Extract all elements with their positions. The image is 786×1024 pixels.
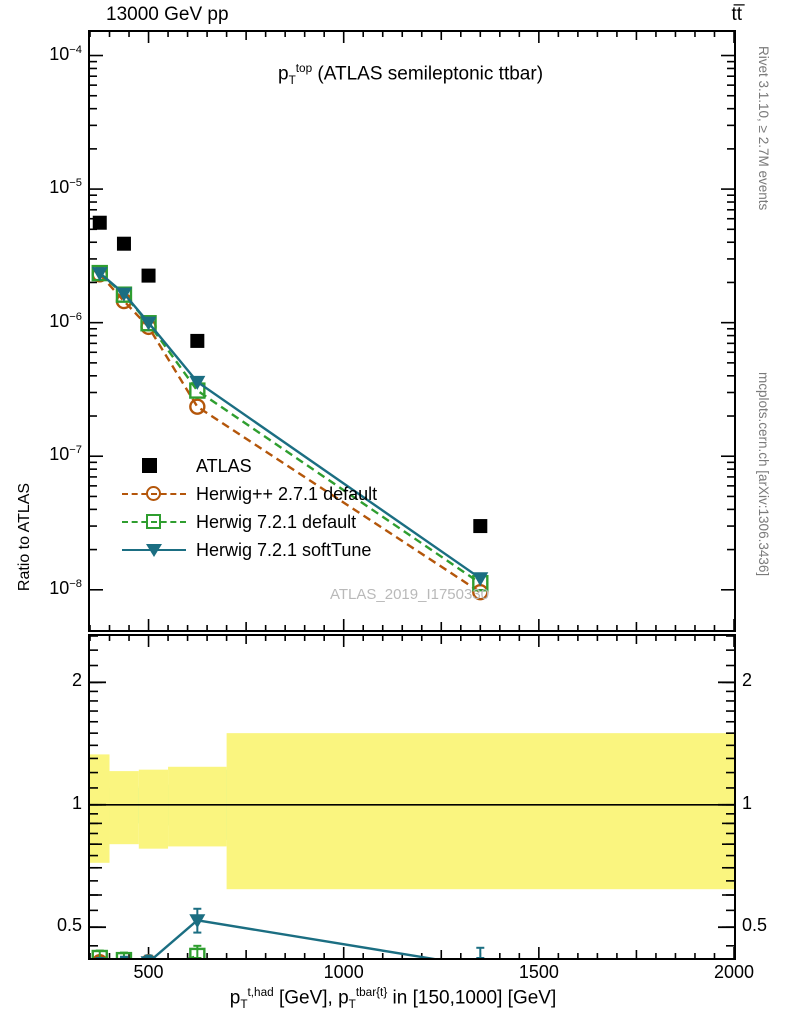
x-tick-label: 2000 xyxy=(713,962,755,982)
y-tick-label-main: 10−5 xyxy=(49,177,82,198)
y-axis-title-ratio: Ratio to ATLAS xyxy=(16,482,33,592)
legend-key xyxy=(122,508,186,536)
uncertainty-band-outer xyxy=(138,769,169,849)
marker-triangle-down xyxy=(472,572,489,587)
marker-triangle-down xyxy=(91,267,108,282)
beam-energy-label: 13000 GeV pp xyxy=(106,4,229,25)
marker-triangle-down xyxy=(115,287,132,302)
legend-marker-square xyxy=(142,458,157,473)
x-tick-label: 1000 xyxy=(323,962,364,982)
y-tick-label-main: 10−4 xyxy=(49,43,82,64)
legend-label: Herwig++ 2.7.1 default xyxy=(196,483,378,504)
legend-key xyxy=(122,452,186,480)
uncertainty-band-outer xyxy=(168,766,227,847)
uncertainty-band-outer xyxy=(90,754,110,863)
marker-atlas xyxy=(92,215,107,230)
y-tick-label-ratio-right: 0.5 xyxy=(742,915,768,936)
plot-title: pTtop (ATLAS semileptonic ttbar) xyxy=(278,62,544,88)
marker-triangle-down xyxy=(140,316,157,331)
uncertainty-band-outer xyxy=(109,771,139,845)
legend-label: Herwig 7.2.1 softTune xyxy=(196,539,372,560)
legend-label: ATLAS xyxy=(196,455,252,476)
legend-label: Herwig 7.2.1 default xyxy=(196,511,357,532)
marker-atlas xyxy=(190,333,205,348)
ratio-marker-open-square xyxy=(115,951,133,958)
ratio-marker-triangle xyxy=(140,956,157,958)
y-tick-label-ratio: 0.5 xyxy=(56,915,82,936)
y-tick-label-main: 10−7 xyxy=(49,444,82,465)
ratio-marker-open-square xyxy=(91,949,108,958)
legend-entry[interactable]: ATLAS xyxy=(122,452,377,480)
y-tick-label-ratio: 2 xyxy=(71,670,82,691)
process-label: tt̅ xyxy=(731,4,742,25)
mcplots-source-label: mcplots.cern.ch [arXiv:1306.3436] xyxy=(756,372,771,577)
marker-triangle-down xyxy=(189,375,206,390)
main-plot-panel xyxy=(88,30,736,632)
y-tick-label-ratio: 1 xyxy=(71,792,82,813)
legend-key xyxy=(122,536,186,564)
x-axis-title: pTt,had [GeV], pTtbar{t} in [150,1000] [… xyxy=(229,986,557,1012)
marker-atlas xyxy=(141,268,156,283)
ratio-marker-open-square xyxy=(189,947,206,958)
ratio-marker-triangle xyxy=(189,914,206,929)
marker-open-circle xyxy=(189,398,206,415)
legend-entry[interactable]: Herwig 7.2.1 default xyxy=(122,508,377,536)
y-tick-label-main: 10−8 xyxy=(49,577,82,598)
ratio-plot-canvas xyxy=(90,636,734,958)
legend-line xyxy=(122,521,186,525)
y-tick-label-main: 10−6 xyxy=(49,310,82,331)
legend: ATLAS Herwig++ 2.7.1 default Herwig 7.2.1 … xyxy=(122,452,377,564)
analysis-watermark: ATLAS_2019_I1750330 xyxy=(330,586,490,603)
legend-entry[interactable]: Herwig 7.2.1 softTune xyxy=(122,536,377,564)
x-tick-label: 1500 xyxy=(518,962,559,982)
legend-entry[interactable]: Herwig++ 2.7.1 default xyxy=(122,480,377,508)
legend-marker-triangle xyxy=(146,544,162,557)
x-tick-label: 500 xyxy=(133,962,164,982)
legend-key xyxy=(122,480,186,508)
uncertainty-band-outer xyxy=(226,733,734,890)
main-plot-canvas xyxy=(90,32,734,630)
ratio-plot-panel xyxy=(88,634,736,960)
y-tick-label-ratio-right: 2 xyxy=(742,670,753,691)
legend-marker-circle xyxy=(146,486,161,501)
legend-marker-open-square xyxy=(146,514,161,529)
ratio-series-line-2 xyxy=(151,919,436,958)
rivet-version-label: Rivet 3.1.10, ≥ 2.7M events xyxy=(756,46,771,211)
y-tick-label-ratio-right: 1 xyxy=(742,792,753,813)
marker-atlas xyxy=(473,519,488,534)
marker-atlas xyxy=(116,236,131,251)
